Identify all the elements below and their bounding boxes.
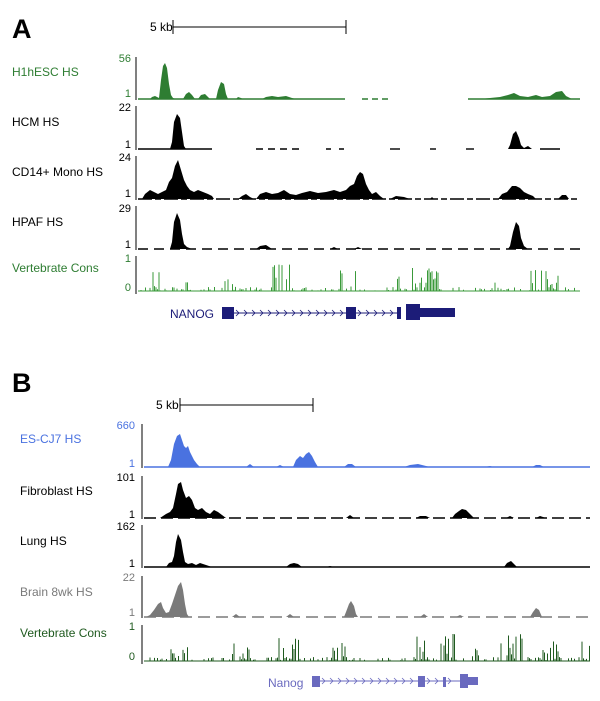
gene-label-nanog-mouse: Nanog [268, 676, 303, 690]
tick-max-fibroblast: 101 [117, 472, 135, 484]
tick-min-cd14: 1 [125, 188, 131, 200]
tick-min-es-cj7: 1 [129, 458, 135, 470]
tick-min-vert-cons-a: 0 [125, 282, 131, 294]
tick-min-h1hesc: 1 [125, 88, 131, 100]
panel-a-letter: A [12, 14, 32, 44]
panel-b-scale-label: 5 kb [156, 398, 179, 412]
tick-min-lung: 1 [129, 558, 135, 570]
panel-a-scale-label: 5 kb [150, 20, 173, 34]
track-label-fibroblast: Fibroblast HS [20, 484, 93, 498]
tick-max-brain: 22 [123, 572, 135, 584]
signal-track-fibroblast [144, 482, 590, 519]
track-label-vert-cons-b: Vertebrate Cons [20, 626, 107, 640]
tick-max-cd14: 24 [119, 152, 131, 164]
tick-max-lung: 162 [117, 521, 135, 533]
track-label-lung: Lung HS [20, 534, 67, 548]
tick-min-hpaf: 1 [125, 239, 131, 251]
signal-track-cd14-mono [138, 160, 580, 200]
tick-min-hcm: 1 [125, 139, 131, 151]
track-label-hcm: HCM HS [12, 115, 59, 129]
tick-max-hpaf: 29 [119, 203, 131, 215]
signal-track-h1hesc [138, 63, 580, 100]
tick-min-brain: 1 [129, 607, 135, 619]
conservation-track-b [144, 634, 590, 662]
gene-label-nanog: NANOG [170, 307, 214, 321]
tick-max-hcm: 22 [119, 102, 131, 114]
signal-track-lung [144, 534, 590, 568]
gene-model-nanog-mouse: Nanog [268, 674, 478, 690]
track-label-brain-8wk: Brain 8wk HS [20, 585, 93, 599]
tick-max-h1hesc: 56 [119, 53, 131, 65]
track-label-vert-cons-a: Vertebrate Cons [12, 261, 99, 275]
tick-max-vert-cons-b: 1 [129, 621, 135, 633]
panel-b-letter: B [12, 368, 32, 398]
panel-a-scale-bar: 5 kb [150, 20, 347, 34]
signal-track-es-cj7 [144, 434, 590, 468]
panel-a: A 5 kb H1hESC HS HCM HS CD14+ Mono HS HP… [12, 14, 580, 321]
tick-max-vert-cons-a: 1 [125, 253, 131, 265]
tick-max-es-cj7: 660 [117, 420, 135, 432]
track-label-cd14-mono: CD14+ Mono HS [12, 165, 103, 179]
signal-track-hcm [138, 114, 560, 150]
track-label-es-cj7: ES-CJ7 HS [20, 432, 81, 446]
panel-b: B 5 kb ES-CJ7 HS Fibroblast HS Lung HS B… [12, 368, 590, 690]
tick-min-fibroblast: 1 [129, 509, 135, 521]
signal-track-brain-8wk [144, 582, 590, 618]
tick-min-vert-cons-b: 0 [129, 651, 135, 663]
signal-track-hpaf [138, 213, 580, 250]
track-label-hpaf: HPAF HS [12, 215, 63, 229]
panel-b-scale-bar: 5 kb [156, 398, 314, 412]
conservation-track-a [138, 264, 580, 292]
gene-model-nanog: NANOG [170, 304, 455, 321]
track-label-h1hesc: H1hESC HS [12, 65, 79, 79]
